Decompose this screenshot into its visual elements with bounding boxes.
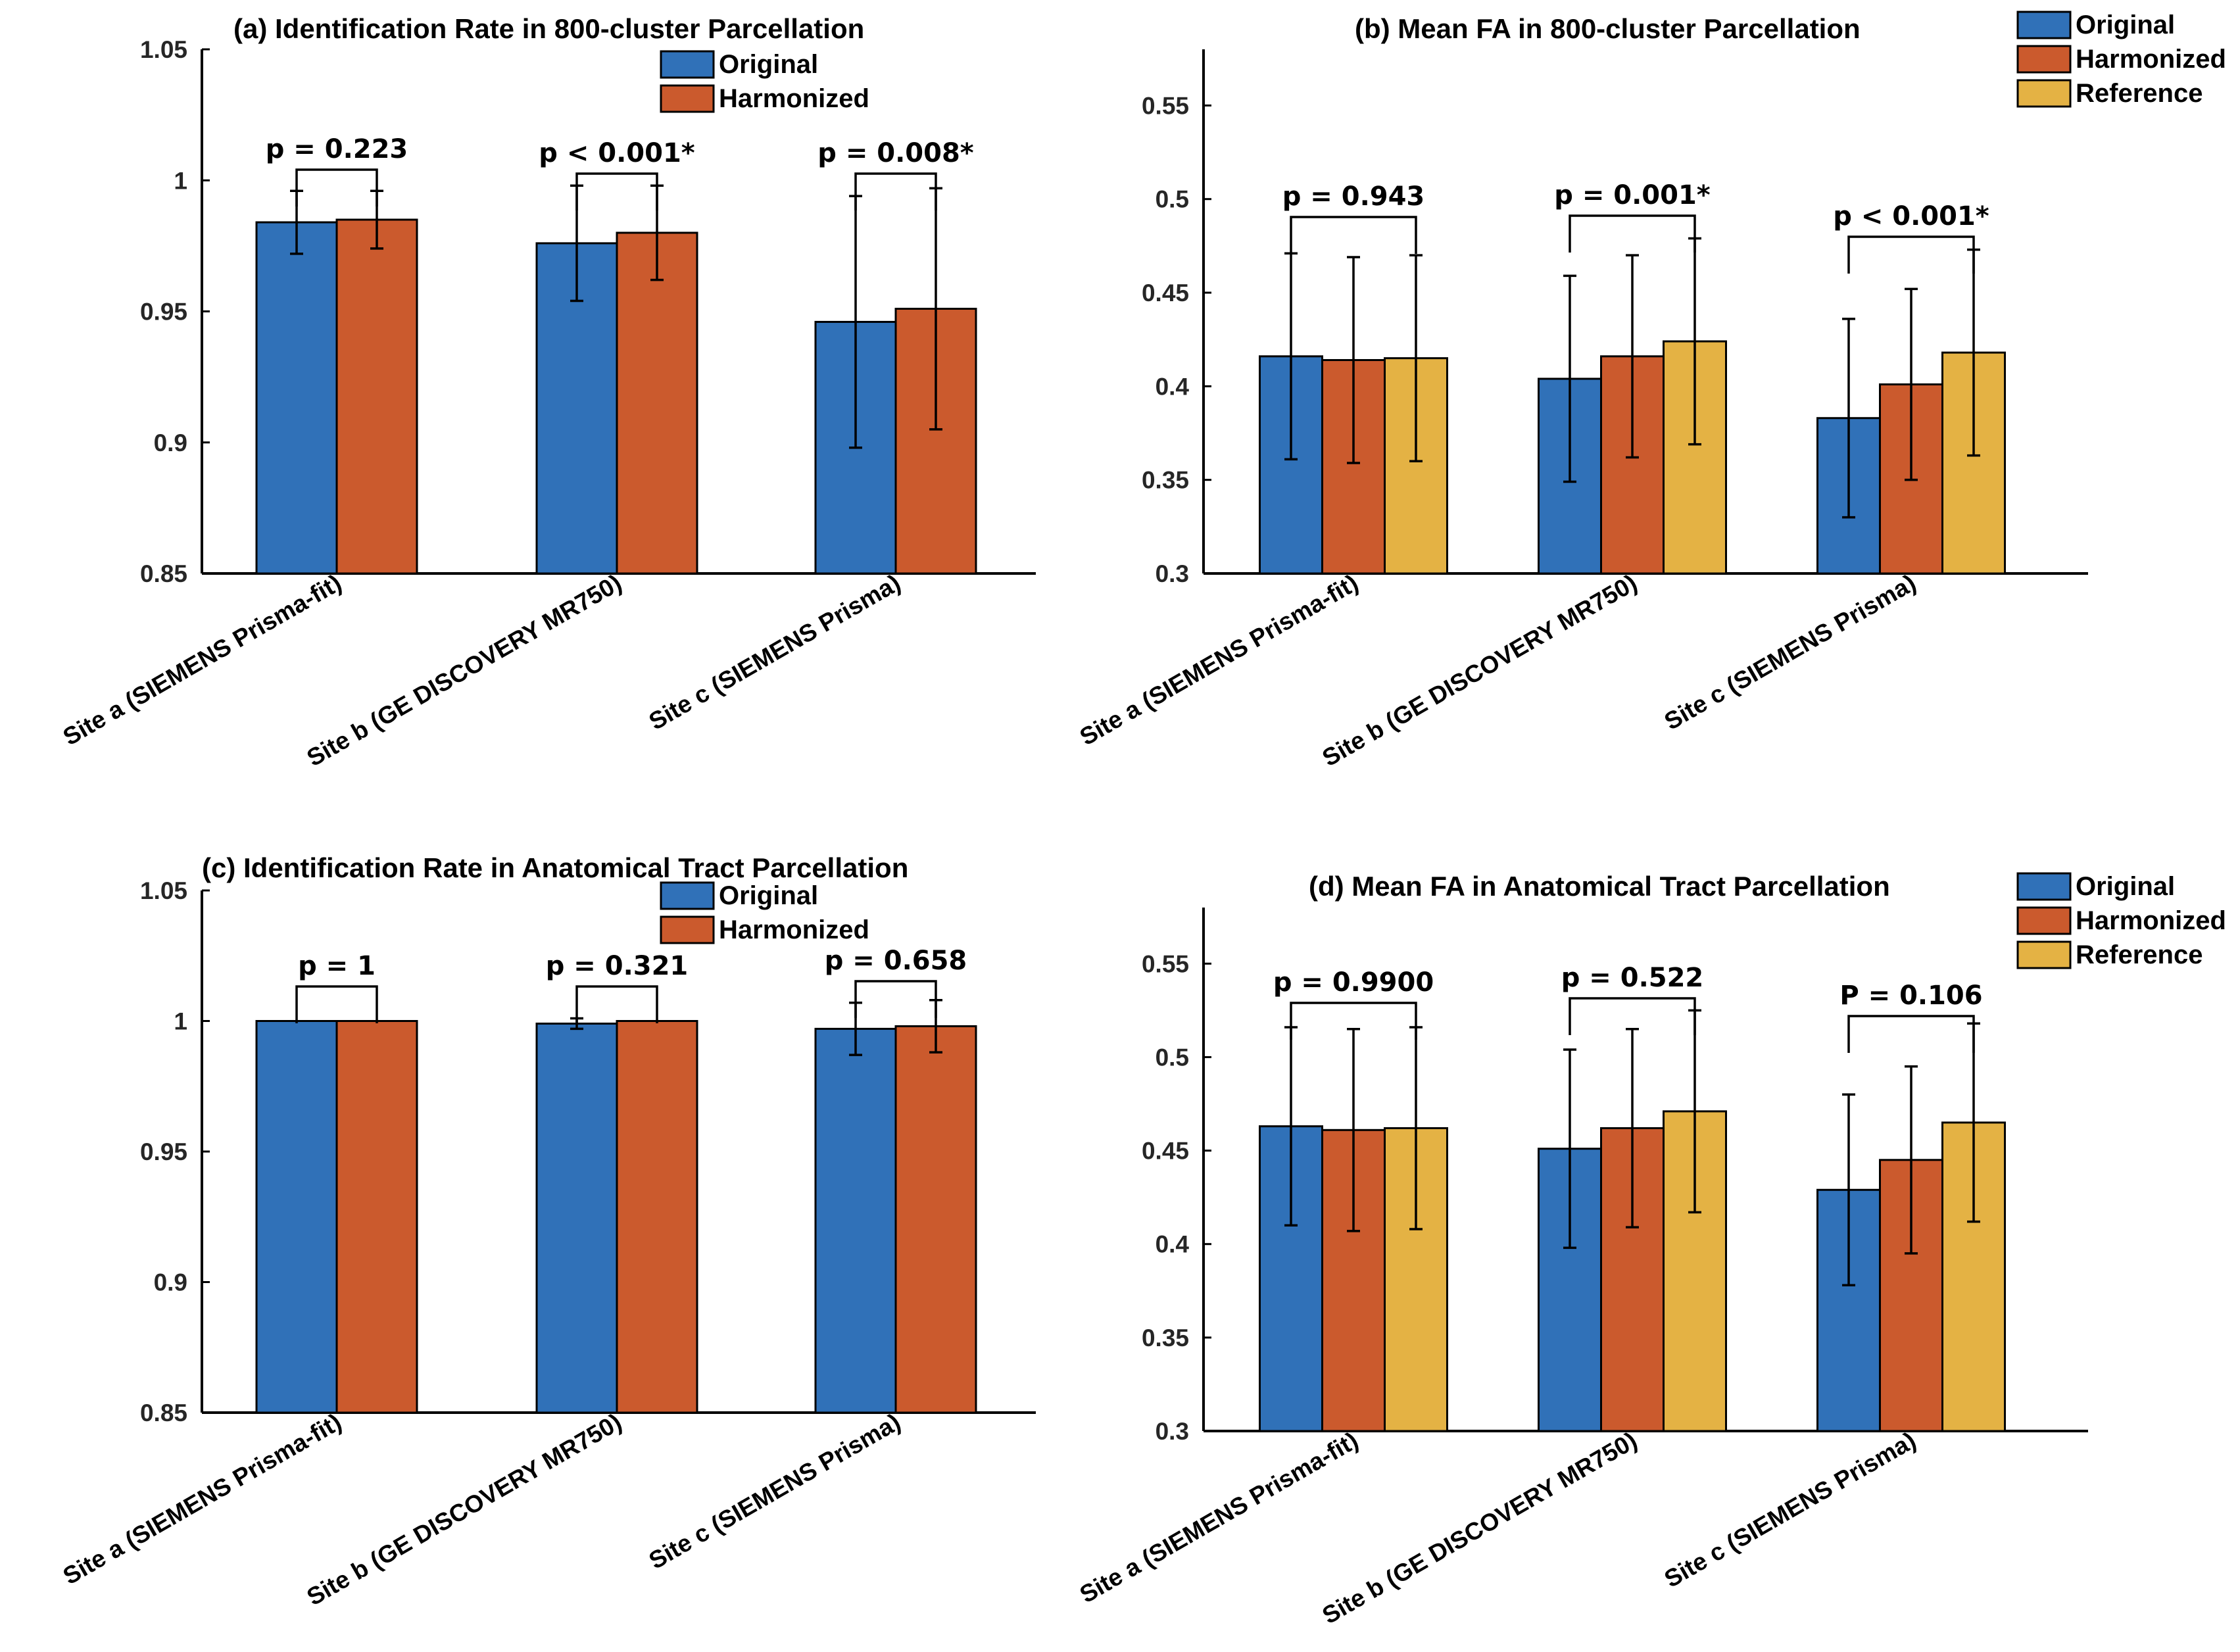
- bar-harmonized: [335, 218, 418, 575]
- category-label: Site b (GE DISCOVERY MR750): [303, 1408, 626, 1611]
- significance-bracket: [1290, 1002, 1417, 1040]
- y-tick-label: 0.9: [154, 1269, 187, 1296]
- chart-panel-b: (b) Mean FA in 800-cluster Parcellation 0…: [1075, 11, 2226, 771]
- p-value-label: P = 0.106: [1839, 981, 1982, 1011]
- y-tick-label: 0.3: [1156, 1418, 1189, 1445]
- y-tick-label: 1.05: [140, 877, 187, 904]
- legend-swatch-reference: [2016, 940, 2072, 969]
- legend-swatch-harmonized: [660, 915, 715, 944]
- category-label: Site c (SIEMENS Prisma): [1660, 1426, 1920, 1592]
- p-value-label: p = 0.943: [1282, 182, 1425, 212]
- significance-bracket: [295, 168, 378, 206]
- y-tick-label: 0.95: [140, 299, 187, 326]
- category-label: Site a (SIEMENS Prisma-fit): [1075, 569, 1363, 750]
- category-label: Site c (SIEMENS Prisma): [645, 569, 905, 735]
- chart-title: (a) Identification Rate in 800-cluster P…: [233, 13, 864, 44]
- chart-panel-c: (c) Identification Rate in Anatomical Tr…: [59, 852, 1036, 1611]
- chart-panel-d: (d) Mean FA in Anatomical Tract Parcella…: [1075, 871, 2226, 1629]
- significance-bracket: [1847, 235, 1975, 274]
- legend-swatch-reference: [2016, 79, 2072, 108]
- significance-bracket: [1290, 216, 1417, 254]
- significance-bracket: [854, 172, 937, 210]
- chart-title: (d) Mean FA in Anatomical Tract Parcella…: [1309, 871, 1890, 902]
- y-tick-label: 0.35: [1142, 467, 1189, 494]
- y-tick-label: 0.9: [154, 429, 187, 456]
- legend-label: Original: [719, 881, 818, 910]
- category-label: Site a (SIEMENS Prisma-fit): [1075, 1426, 1363, 1608]
- legend-label: Harmonized: [719, 84, 869, 113]
- legend-swatch-harmonized: [2016, 906, 2072, 935]
- p-value-label: p = 0.001*: [1554, 180, 1711, 210]
- y-tick-label: 0.45: [1142, 279, 1189, 306]
- significance-bracket: [575, 172, 658, 210]
- p-value-label: p = 0.008*: [817, 138, 974, 168]
- legend-swatch-original: [660, 881, 715, 910]
- legend-label: Original: [719, 50, 818, 79]
- category-label: Site c (SIEMENS Prisma): [645, 1408, 905, 1574]
- legend-label: Original: [2076, 11, 2175, 39]
- p-value-label: p = 0.223: [266, 134, 408, 164]
- category-label: Site c (SIEMENS Prisma): [1660, 569, 1920, 735]
- p-value-label: p = 1: [298, 951, 376, 981]
- y-tick-label: 1: [174, 1008, 187, 1035]
- category-label: Site b (GE DISCOVERY MR750): [303, 569, 626, 771]
- p-value-label: p < 0.001*: [1833, 201, 1989, 231]
- legend-label: Harmonized: [719, 915, 869, 944]
- y-tick-label: 0.55: [1142, 950, 1189, 977]
- p-value-label: p = 0.9900: [1273, 967, 1434, 998]
- y-tick-label: 0.85: [140, 560, 187, 587]
- bar-harmonized: [335, 1020, 418, 1414]
- bar-original: [535, 1022, 618, 1414]
- chart-title: (c) Identification Rate in Anatomical Tr…: [202, 852, 908, 883]
- y-tick-label: 0.45: [1142, 1138, 1189, 1165]
- y-tick-label: 1.05: [140, 36, 187, 63]
- bar-harmonized: [616, 231, 698, 575]
- significance-bracket: [295, 985, 378, 1023]
- y-tick-label: 0.85: [140, 1399, 187, 1426]
- y-tick-label: 0.5: [1156, 186, 1189, 213]
- bar-original: [814, 1027, 897, 1414]
- y-tick-label: 0.4: [1156, 373, 1190, 400]
- p-value-label: p = 0.321: [546, 951, 689, 981]
- y-tick-label: 0.3: [1156, 560, 1189, 587]
- chart-panel-a: (a) Identification Rate in 800-cluster P…: [59, 13, 1036, 771]
- significance-bracket: [1847, 1015, 1975, 1053]
- legend-swatch-harmonized: [2016, 45, 2072, 74]
- p-value-label: p = 0.658: [825, 946, 967, 976]
- y-tick-label: 0.95: [140, 1138, 187, 1165]
- legend-label: Reference: [2076, 79, 2203, 108]
- y-tick-label: 0.35: [1142, 1324, 1189, 1351]
- category-label: Site b (GE DISCOVERY MR750): [1318, 569, 1642, 771]
- legend-swatch-original: [2016, 11, 2072, 39]
- legend-swatch-original: [2016, 872, 2072, 901]
- legend-label: Reference: [2076, 940, 2203, 969]
- y-tick-label: 0.55: [1142, 92, 1189, 119]
- chart-title: (b) Mean FA in 800-cluster Parcellation: [1355, 13, 1861, 44]
- legend-swatch-harmonized: [660, 84, 715, 113]
- bar-original: [255, 221, 338, 575]
- y-tick-label: 1: [174, 167, 187, 194]
- category-label: Site b (GE DISCOVERY MR750): [1318, 1426, 1642, 1629]
- bar-original: [255, 1020, 338, 1414]
- y-tick-label: 0.4: [1156, 1231, 1190, 1258]
- bar-harmonized: [894, 1025, 977, 1414]
- category-label: Site a (SIEMENS Prisma-fit): [59, 1408, 346, 1590]
- bar-harmonized: [616, 1020, 698, 1414]
- category-label: Site a (SIEMENS Prisma-fit): [59, 569, 346, 750]
- y-tick-label: 0.5: [1156, 1044, 1189, 1071]
- significance-bracket: [575, 985, 658, 1023]
- legend-swatch-original: [660, 50, 715, 79]
- significance-bracket: [1569, 997, 1696, 1035]
- significance-bracket: [854, 980, 937, 1018]
- p-value-label: p = 0.522: [1561, 963, 1704, 993]
- p-value-label: p < 0.001*: [539, 138, 695, 168]
- legend-label: Original: [2076, 872, 2175, 901]
- legend-label: Harmonized: [2076, 906, 2226, 935]
- significance-bracket: [1569, 214, 1696, 253]
- legend-label: Harmonized: [2076, 45, 2226, 74]
